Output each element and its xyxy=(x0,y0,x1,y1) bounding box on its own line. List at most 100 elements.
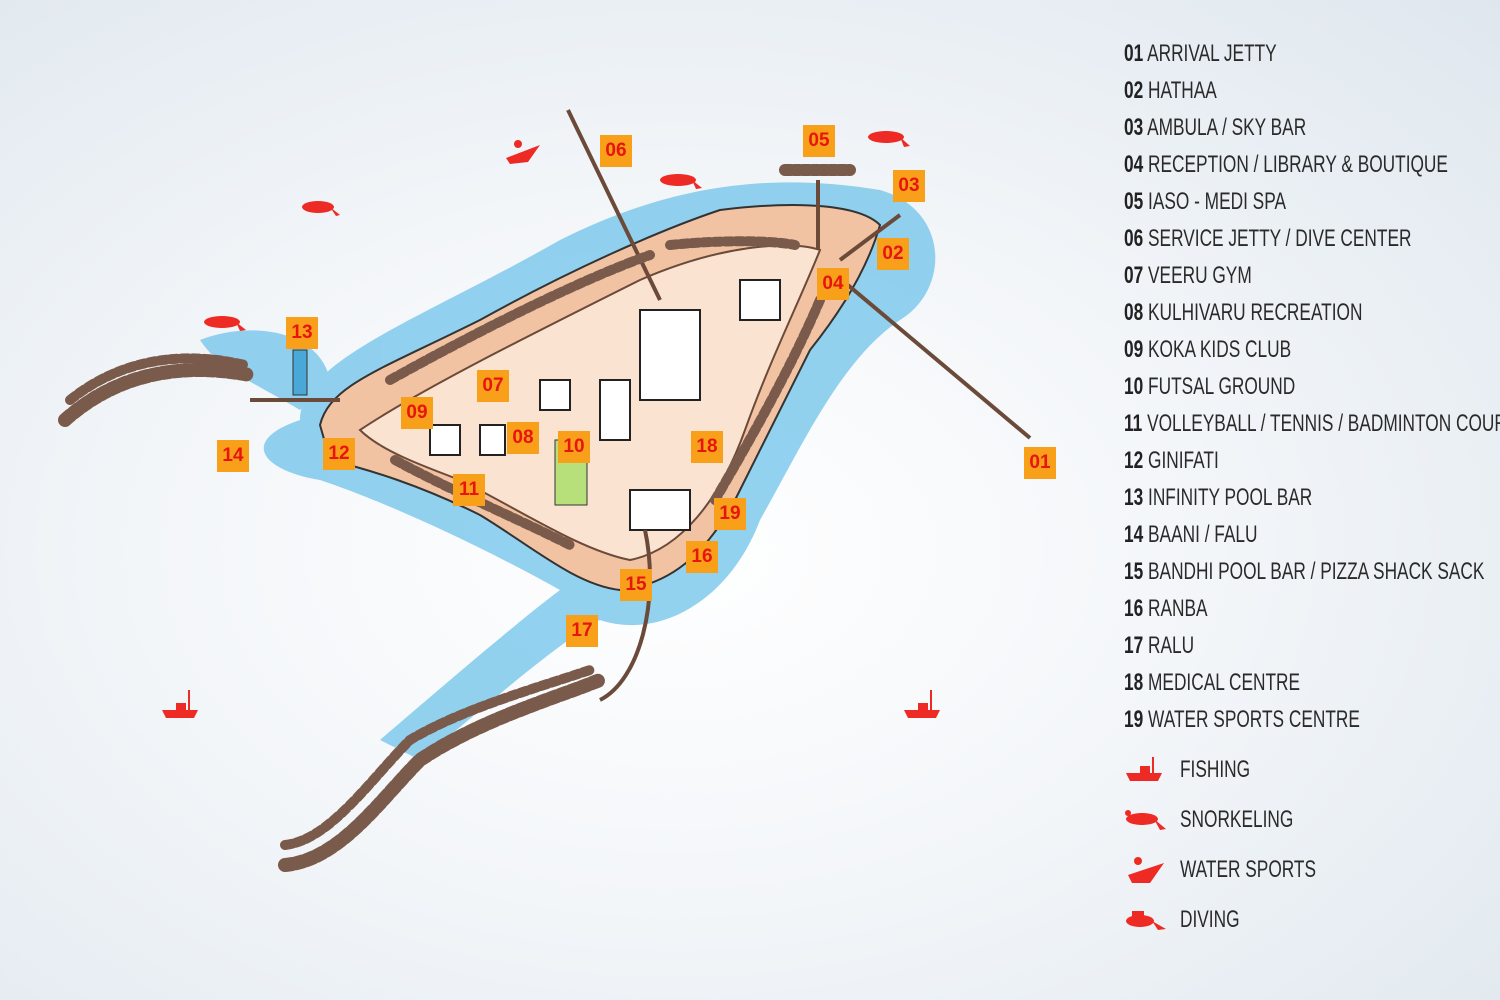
legend-item: 08 KULHIVARU RECREATION xyxy=(1124,297,1484,334)
location-list: 01 ARRIVAL JETTY 02 HATHAA 03 AMBULA / SKY… xyxy=(1124,38,1500,741)
legend-item: 10 FUTSAL GROUND xyxy=(1124,371,1484,408)
legend-item: 16 RANBA xyxy=(1124,593,1484,630)
marker-08[interactable]: 08 xyxy=(507,422,539,454)
activity-label: WATER SPORTS xyxy=(1180,856,1317,883)
water-villas xyxy=(58,164,856,872)
jetties xyxy=(250,109,1032,702)
legend-number: 13 xyxy=(1124,484,1144,511)
legend-label: GINIFATI xyxy=(1148,447,1219,474)
legend-item: 12 GINIFATI xyxy=(1124,445,1484,482)
resort-map xyxy=(58,109,1032,872)
marker-12[interactable]: 12 xyxy=(323,438,355,470)
legend-label: VOLLEYBALL / TENNIS / BADMINTON COURT xyxy=(1147,410,1500,437)
marker-17[interactable]: 17 xyxy=(566,615,598,647)
legend-number: 08 xyxy=(1124,299,1144,326)
legend-label: AMBULA / SKY BAR xyxy=(1147,114,1307,141)
marker-13[interactable]: 13 xyxy=(286,317,318,349)
legend: 01 ARRIVAL JETTY 02 HATHAA 03 AMBULA / SKY… xyxy=(1124,38,1500,945)
infinity-pool xyxy=(292,349,308,396)
legend-label: INFINITY POOL BAR xyxy=(1148,484,1313,511)
activity-legend-item: FISHING xyxy=(1124,745,1500,795)
legend-item: 06 SERVICE JETTY / DIVE CENTER xyxy=(1124,223,1484,260)
legend-item: 05 IASO - MEDI SPA xyxy=(1124,186,1484,223)
legend-item: 03 AMBULA / SKY BAR xyxy=(1124,112,1484,149)
legend-label: RALU xyxy=(1148,632,1195,659)
legend-label: SERVICE JETTY / DIVE CENTER xyxy=(1148,225,1412,252)
legend-number: 18 xyxy=(1124,669,1144,696)
legend-label: BANDHI POOL BAR / PIZZA SHACK SACK xyxy=(1148,558,1485,585)
legend-number: 11 xyxy=(1124,410,1143,437)
legend-item: 15 BANDHI POOL BAR / PIZZA SHACK SACK xyxy=(1124,556,1484,593)
marker-14[interactable]: 14 xyxy=(217,440,249,472)
legend-label: IASO - MEDI SPA xyxy=(1148,188,1286,215)
legend-number: 02 xyxy=(1124,77,1144,104)
snorkeler-icon xyxy=(868,131,910,147)
marker-04[interactable]: 04 xyxy=(817,268,849,300)
legend-item: 19 WATER SPORTS CENTRE xyxy=(1124,704,1484,741)
marker-05[interactable]: 05 xyxy=(803,125,835,157)
legend-item: 11 VOLLEYBALL / TENNIS / BADMINTON COURT xyxy=(1124,408,1500,445)
legend-number: 10 xyxy=(1124,373,1144,400)
marker-02[interactable]: 02 xyxy=(877,238,909,270)
fishing-boat-icon xyxy=(1126,757,1162,781)
jet-ski-icon xyxy=(506,140,540,164)
legend-number: 06 xyxy=(1124,225,1144,252)
legend-label: MEDICAL CENTRE xyxy=(1148,669,1301,696)
legend-number: 15 xyxy=(1124,558,1144,585)
legend-number: 14 xyxy=(1124,521,1144,548)
snorkeler-icon xyxy=(204,316,246,331)
legend-label: ARRIVAL JETTY xyxy=(1147,40,1277,67)
legend-number: 04 xyxy=(1124,151,1144,178)
jet-ski-icon xyxy=(1128,857,1164,883)
marker-06[interactable]: 06 xyxy=(600,135,632,167)
legend-item: 13 INFINITY POOL BAR xyxy=(1124,482,1484,519)
activity-legend-item: WATER SPORTS xyxy=(1124,845,1500,895)
activity-legend-item: SNORKELING xyxy=(1124,795,1500,845)
marker-10[interactable]: 10 xyxy=(558,431,590,463)
legend-label: FUTSAL GROUND xyxy=(1148,373,1296,400)
marker-15[interactable]: 15 xyxy=(620,569,652,601)
activity-list: FISHING SNORKELING WATER SPORTS DIVING xyxy=(1124,745,1500,945)
legend-label: BAANI / FALU xyxy=(1148,521,1258,548)
legend-label: RECEPTION / LIBRARY & BOUTIQUE xyxy=(1148,151,1448,178)
diver-icon xyxy=(1126,911,1166,930)
legend-number: 09 xyxy=(1124,336,1144,363)
marker-11[interactable]: 11 xyxy=(453,474,485,506)
diver-icon xyxy=(302,201,340,216)
fishing-boat-icon xyxy=(904,690,940,718)
marker-03[interactable]: 03 xyxy=(893,170,925,202)
legend-label: WATER SPORTS CENTRE xyxy=(1148,706,1360,733)
marker-01[interactable]: 01 xyxy=(1024,447,1056,479)
activity-legend-item: DIVING xyxy=(1124,895,1500,945)
legend-label: KOKA KIDS CLUB xyxy=(1148,336,1292,363)
legend-number: 12 xyxy=(1124,447,1144,474)
marker-09[interactable]: 09 xyxy=(401,397,433,429)
legend-item: 07 VEERU GYM xyxy=(1124,260,1484,297)
activity-label: SNORKELING xyxy=(1180,806,1294,833)
legend-item: 17 RALU xyxy=(1124,630,1484,667)
legend-label: KULHIVARU RECREATION xyxy=(1148,299,1363,326)
legend-label: VEERU GYM xyxy=(1148,262,1252,289)
legend-label: HATHAA xyxy=(1148,77,1217,104)
legend-number: 05 xyxy=(1124,188,1144,215)
legend-item: 02 HATHAA xyxy=(1124,75,1484,112)
snorkeler-icon xyxy=(1125,810,1166,830)
marker-16[interactable]: 16 xyxy=(686,541,718,573)
legend-number: 01 xyxy=(1124,40,1144,67)
legend-item: 01 ARRIVAL JETTY xyxy=(1124,38,1484,75)
activity-label: FISHING xyxy=(1180,756,1251,783)
fishing-boat-icon xyxy=(162,690,198,718)
activity-markers xyxy=(162,131,940,718)
legend-number: 17 xyxy=(1124,632,1144,659)
marker-07[interactable]: 07 xyxy=(477,370,509,402)
legend-label: RANBA xyxy=(1148,595,1208,622)
marker-18[interactable]: 18 xyxy=(691,431,723,463)
legend-number: 16 xyxy=(1124,595,1144,622)
legend-item: 04 RECEPTION / LIBRARY & BOUTIQUE xyxy=(1124,149,1484,186)
legend-number: 03 xyxy=(1124,114,1144,141)
legend-number: 07 xyxy=(1124,262,1144,289)
legend-item: 09 KOKA KIDS CLUB xyxy=(1124,334,1484,371)
legend-item: 14 BAANI / FALU xyxy=(1124,519,1484,556)
marker-19[interactable]: 19 xyxy=(714,498,746,530)
activity-label: DIVING xyxy=(1180,906,1240,933)
